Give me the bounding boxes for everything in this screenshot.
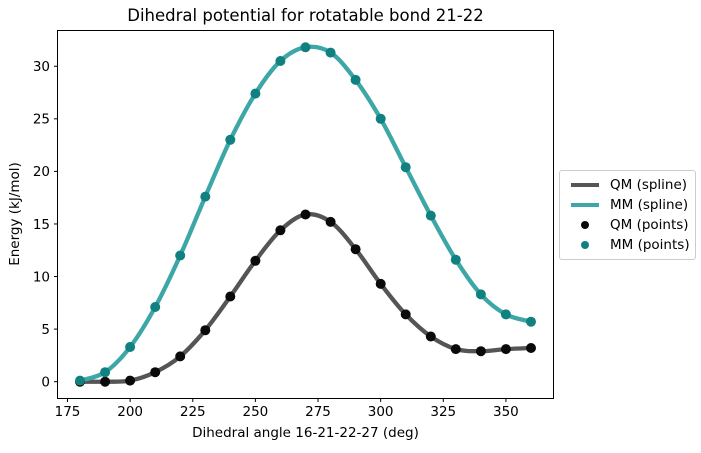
data-point-mm-points (500, 309, 511, 320)
y-tick-label: 0 (41, 374, 50, 390)
data-point-qm-points (125, 375, 136, 386)
data-point-qm-points (475, 346, 486, 357)
y-tick-label: 10 (33, 269, 50, 285)
data-point-qm-points (325, 216, 336, 227)
line-swatch-color (571, 203, 599, 207)
dot-swatch-color (581, 241, 589, 249)
x-tick-label: 350 (493, 404, 519, 420)
legend-label: QM (spline) (610, 177, 688, 193)
data-point-mm-points (450, 254, 461, 265)
data-point-mm-points (400, 162, 411, 173)
legend-line-swatch (569, 183, 601, 187)
legend-dot-swatch (569, 221, 601, 229)
x-tick-label: 250 (243, 404, 269, 420)
y-tick-label: 20 (33, 164, 50, 180)
data-point-mm-points (150, 302, 161, 312)
x-tick-label: 200 (117, 404, 143, 420)
data-point-mm-points (350, 74, 361, 85)
dot-swatch-color (581, 221, 589, 229)
y-tick-label: 5 (41, 322, 50, 338)
data-point-mm-points (75, 375, 85, 386)
data-point-qm-points (500, 344, 511, 355)
x-tick-label: 275 (305, 404, 331, 420)
data-point-mm-points (526, 316, 536, 327)
legend-item-mm-points: MM (points) (560, 235, 695, 255)
x-axis-label: Dihedral angle 16-21-22-27 (deg) (192, 425, 419, 441)
axes-frame (57, 30, 554, 399)
legend-label: QM (points) (610, 217, 689, 233)
data-point-qm-points (200, 325, 211, 336)
legend-label: MM (spline) (610, 197, 689, 213)
data-point-qm-points (450, 344, 461, 355)
data-point-mm-points (425, 210, 436, 221)
legend-dot-swatch (569, 241, 601, 249)
data-point-mm-points (100, 367, 111, 378)
legend-item-mm-spline: MM (spline) (560, 195, 695, 215)
series-line-qm-spline (77, 212, 534, 384)
x-tick-label: 175 (55, 404, 81, 420)
x-tick-label: 325 (430, 404, 456, 420)
data-point-qm-points (175, 351, 186, 362)
y-axis-label: Energy (kJ/mol) (7, 162, 23, 266)
data-point-qm-points (526, 343, 536, 353)
data-point-qm-points (225, 291, 236, 302)
data-point-qm-points (375, 278, 386, 289)
data-point-mm-points (250, 88, 261, 99)
data-point-qm-points (250, 255, 261, 266)
data-point-mm-points (325, 47, 336, 58)
x-tick-label: 225 (180, 404, 206, 420)
data-point-qm-points (400, 309, 411, 320)
data-point-qm-points (350, 244, 361, 255)
data-point-mm-points (175, 250, 186, 261)
legend-item-qm-spline: QM (spline) (560, 175, 695, 195)
line-swatch-color (571, 183, 599, 187)
data-point-mm-points (475, 289, 486, 300)
data-point-qm-points (425, 331, 436, 342)
data-point-qm-points (275, 225, 286, 236)
y-tick-label: 25 (33, 112, 50, 128)
chart-title: Dihedral potential for rotatable bond 21… (127, 6, 484, 25)
data-point-mm-points (275, 56, 286, 66)
legend: QM (spline) MM (spline) QM (points) MM (poi… (559, 170, 696, 260)
data-point-mm-points (125, 342, 136, 352)
data-point-mm-points (200, 191, 211, 202)
legend-line-swatch (569, 203, 601, 207)
data-point-qm-points (300, 209, 311, 220)
data-point-mm-points (375, 113, 386, 124)
data-point-mm-points (225, 134, 236, 145)
legend-label: MM (points) (610, 237, 690, 253)
data-point-mm-points (300, 42, 311, 53)
data-point-qm-points (100, 376, 111, 387)
x-tick-label: 300 (368, 404, 394, 420)
data-point-qm-points (150, 367, 161, 378)
y-tick-label: 15 (33, 217, 50, 233)
legend-item-qm-points: QM (points) (560, 215, 695, 235)
y-tick-label: 30 (33, 59, 50, 75)
